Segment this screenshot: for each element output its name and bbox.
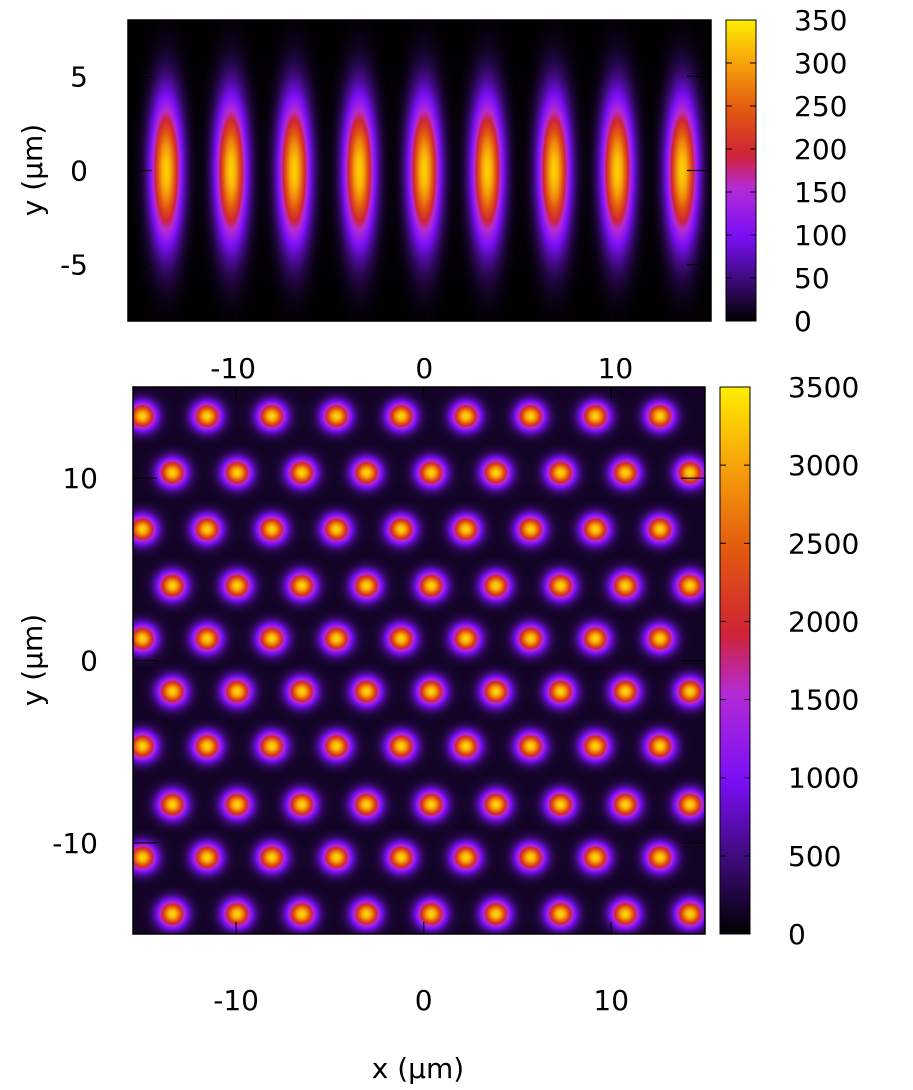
- colorbar-bottom: [719, 386, 751, 935]
- colorbar-tick-label: 0: [794, 305, 812, 338]
- x-tick-label: 0: [415, 984, 433, 1017]
- y-tick-label: -5: [60, 249, 88, 282]
- colorbar-tick-label: 50: [794, 262, 830, 295]
- x-tick-label: 10: [598, 352, 634, 385]
- y-axis-title-top: y (μm): [16, 124, 49, 216]
- colorbar-tick-label: 1500: [788, 684, 859, 717]
- heatmap-bottom: [133, 387, 705, 934]
- y-tick-label: 5: [70, 60, 88, 93]
- colorbar-ticks-top: 0 50 100 150 200 250 300 350: [726, 4, 847, 338]
- colorbar-tick-label: 500: [788, 840, 841, 873]
- x-tick-label: -10: [213, 984, 259, 1017]
- colorbar-tick-label: 250: [794, 90, 847, 123]
- y-tick-label: 10: [62, 462, 98, 495]
- axes-top: -10 0 10 5 0 -5: [60, 20, 711, 385]
- colorbar-tick-label: 3000: [788, 449, 859, 482]
- x-tick-label: 10: [593, 984, 629, 1017]
- colorbar-tick-label: 0: [788, 918, 806, 951]
- colorbar-tick-label: 100: [794, 219, 847, 252]
- colorbar-tick-label: 300: [794, 47, 847, 80]
- colorbar-tick-label: 2000: [788, 605, 859, 638]
- colorbar-tick-label: 3500: [788, 371, 859, 404]
- x-axis-title-bottom: x (μm): [372, 1052, 464, 1085]
- colorbar-tick-label: 1000: [788, 762, 859, 795]
- colorbar-top: [725, 19, 757, 322]
- y-tick-label: 0: [80, 645, 98, 678]
- y-axis-title-bottom: y (μm): [16, 614, 49, 706]
- colorbar-tick-label: 150: [794, 176, 847, 209]
- heatmap-top: [128, 20, 711, 321]
- chart-bottom: -10 0 10 10 0 -10 y (μm) x (μm) 0 500 1000 1500 2…: [16, 371, 859, 1085]
- axes-bottom: -10 0 10 10 0 -10: [52, 387, 705, 1017]
- y-tick-label: -10: [52, 827, 98, 860]
- x-tick-label: -10: [210, 352, 256, 385]
- colorbar-tick-label: 200: [794, 133, 847, 166]
- colorbar-tick-label: 350: [794, 4, 847, 37]
- x-tick-label: 0: [415, 352, 433, 385]
- colorbar-tick-label: 2500: [788, 527, 859, 560]
- colorbar-ticks-bottom: 0 500 1000 1500 2000 2500 3000 3500: [720, 371, 859, 951]
- y-tick-label: 0: [70, 155, 88, 188]
